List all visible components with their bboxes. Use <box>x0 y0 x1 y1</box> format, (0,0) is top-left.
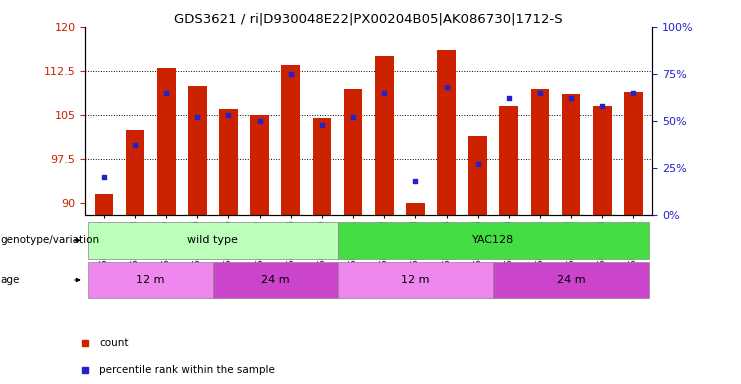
Point <box>347 114 359 120</box>
Bar <box>95 194 113 215</box>
Point <box>160 89 172 96</box>
Text: 12 m: 12 m <box>136 275 165 285</box>
Bar <box>437 50 456 215</box>
Text: genotype/variation: genotype/variation <box>0 235 99 245</box>
Point <box>253 118 265 124</box>
Bar <box>157 68 176 215</box>
Text: YAC128: YAC128 <box>472 235 514 245</box>
Point <box>441 84 453 90</box>
Point <box>379 89 391 96</box>
Point <box>410 178 422 184</box>
Bar <box>219 109 238 215</box>
Bar <box>624 91 642 215</box>
Bar <box>468 136 487 215</box>
Bar <box>282 65 300 215</box>
Text: percentile rank within the sample: percentile rank within the sample <box>99 365 275 375</box>
Bar <box>250 115 269 215</box>
Bar <box>188 86 207 215</box>
Bar <box>88 222 337 258</box>
Point <box>628 89 639 96</box>
Point <box>191 114 203 120</box>
Text: 12 m: 12 m <box>401 275 430 285</box>
Text: 24 m: 24 m <box>261 275 290 285</box>
Bar <box>375 56 393 215</box>
Point <box>285 71 296 77</box>
Bar <box>337 262 494 298</box>
Bar <box>88 262 213 298</box>
Bar <box>406 203 425 215</box>
Point <box>472 161 484 167</box>
Point <box>129 142 141 149</box>
Bar <box>337 222 649 258</box>
Point <box>98 174 110 180</box>
Bar <box>499 106 518 215</box>
Text: 24 m: 24 m <box>556 275 585 285</box>
Point <box>222 112 234 118</box>
Point <box>534 89 546 96</box>
Point <box>316 122 328 128</box>
Bar <box>531 89 549 215</box>
Text: wild type: wild type <box>187 235 239 245</box>
Bar <box>344 89 362 215</box>
Bar <box>562 94 580 215</box>
Text: count: count <box>99 338 129 348</box>
Bar <box>126 130 144 215</box>
Bar <box>213 262 337 298</box>
Text: age: age <box>0 275 19 285</box>
Bar <box>593 106 611 215</box>
Point <box>565 95 577 101</box>
Bar <box>313 118 331 215</box>
Point <box>597 103 608 109</box>
Title: GDS3621 / ri|D930048E22|PX00204B05|AK086730|1712-S: GDS3621 / ri|D930048E22|PX00204B05|AK086… <box>174 13 563 26</box>
Bar <box>494 262 649 298</box>
Point <box>503 95 515 101</box>
